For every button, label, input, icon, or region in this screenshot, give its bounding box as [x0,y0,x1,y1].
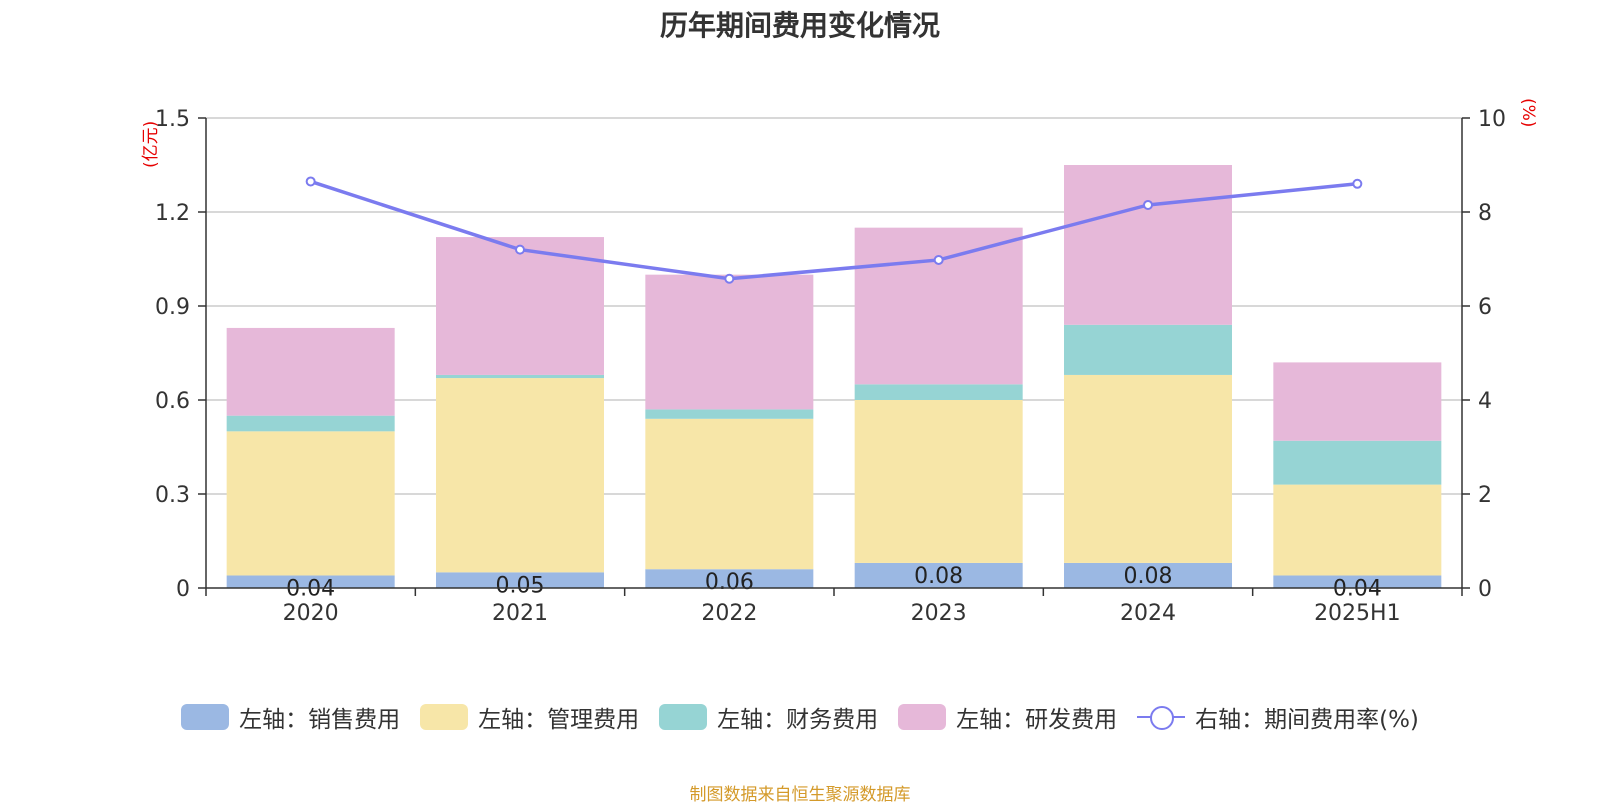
legend-item-rnd[interactable]: 左轴：研发费用 [898,700,1117,734]
legend-label-finance: 左轴：财务费用 [717,707,879,733]
legend-swatch-sales [181,704,230,730]
legend-swatch-admin [420,704,469,730]
x-axis-category-label: 2024 [1120,601,1176,626]
rate-point [724,273,735,284]
bar-finance [1064,324,1232,375]
right-axis-tick-label: 8 [1478,201,1492,226]
bar-sales [1064,562,1232,588]
bar-finance [436,374,604,379]
bar-data-label: 0.05 [496,573,545,598]
legend-label-rnd: 左轴：研发费用 [956,707,1118,733]
right-axis-tick-label: 10 [1478,107,1506,132]
left-axis-tick-label: 0.6 [155,389,190,414]
bar-sales [854,562,1023,588]
bar-rnd [226,327,395,416]
bar-data-label: 0.04 [286,576,335,601]
left-axis-tick-label: 0 [176,577,190,602]
stacked-bar-line-chart: 0 0.3 0.6 0.9 1.2 1.5 0 2 4 6 8 10 0.04 0.05 0.06 0.08 0… [155,107,1506,626]
legend-label-rate: 右轴：期间费用率(%) [1195,707,1419,733]
bar-data-label: 0.06 [705,570,754,595]
left-axis-tick-label: 1.5 [155,107,190,132]
legend-label-sales: 左轴：销售费用 [239,707,401,733]
bar-sales [1273,575,1442,588]
right-axis-tick-label: 6 [1478,295,1492,320]
bar-rnd [1064,165,1232,325]
x-axis-category-label: 2023 [911,601,967,626]
x-axis-category-label: 2025H1 [1314,601,1401,626]
left-axis-tick-label: 0.3 [155,483,190,508]
legend-item-finance[interactable]: 左轴：财务费用 [659,700,878,734]
bar-admin [1273,484,1442,576]
right-axis-tick-label: 4 [1478,389,1492,414]
chart-title: 历年期间费用变化情况 [659,9,940,42]
chart-legend: 左轴：销售费用 左轴：管理费用 左轴：财务费用 左轴：研发费用 右轴：期间费用率… [0,700,1600,734]
bar-data-label: 0.08 [1124,564,1173,589]
legend-item-admin[interactable]: 左轴：管理费用 [420,700,639,734]
bar-finance [645,409,814,419]
legend-swatch-rnd [898,704,947,730]
legend-item-rate[interactable]: 右轴：期间费用率(%) [1137,700,1419,734]
data-source-note: 制图数据来自恒生聚源数据库 [689,785,911,805]
bar-admin [226,431,395,576]
bar-data-label: 0.08 [914,564,963,589]
rate-line [310,179,1358,281]
legend-item-sales[interactable]: 左轴：销售费用 [181,700,400,734]
right-axis-tick-label: 2 [1478,483,1492,508]
rate-point [1352,178,1363,189]
bar-data-label: 0.04 [1333,576,1382,601]
bar-admin [1064,374,1232,563]
x-axis-category-label: 2022 [701,601,757,626]
bar-rnd [436,237,604,375]
rate-point [515,244,525,255]
bar-rnd [645,274,814,410]
bar-admin [436,378,604,573]
x-axis-category-label: 2021 [492,601,548,626]
rate-point [933,254,944,265]
bar-rnd [1273,362,1442,441]
bar-rnd [854,227,1023,385]
legend-label-admin: 左轴：管理费用 [478,707,640,733]
left-axis-tick-label: 1.2 [155,201,190,226]
rate-point [1143,199,1153,210]
bar-finance [854,384,1023,400]
bar-sales [226,575,395,588]
bar-admin [854,400,1023,563]
bar-admin [645,418,814,570]
x-axis-category-label: 2020 [283,601,339,626]
bar-sales [436,572,604,588]
bar-finance [226,415,395,432]
bar-finance [1273,440,1442,485]
rate-point [305,176,316,187]
left-axis-tick-label: 0.9 [155,295,190,320]
right-axis-tick-label: 0 [1478,577,1492,602]
legend-line-circle-icon [1137,704,1186,730]
legend-swatch-finance [659,704,708,730]
bar-sales [645,569,814,588]
